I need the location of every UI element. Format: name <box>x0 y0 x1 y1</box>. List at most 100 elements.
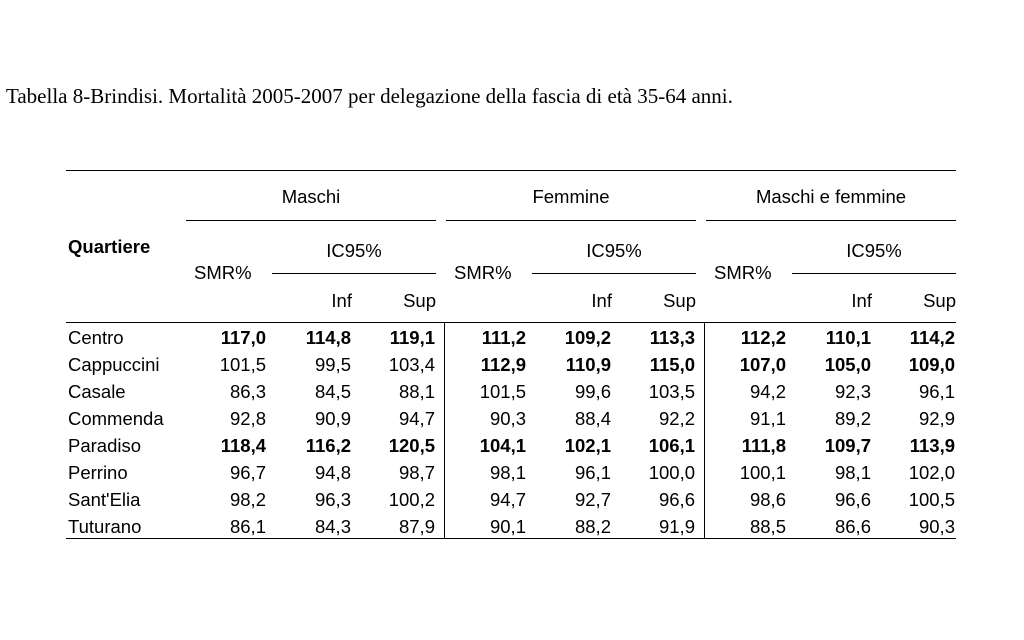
table-bottom-rule <box>66 538 956 539</box>
group-header-maschi-e-femmine: Maschi e femmine <box>755 186 907 207</box>
group-rule-maschi-e-femmine <box>706 220 956 221</box>
value-inf-maschi: 90,9 <box>314 408 351 429</box>
group-header-femmine: Femmine <box>532 186 610 207</box>
value-smr-femmine: 104,1 <box>479 435 526 456</box>
value-smr-femmine: 112,9 <box>480 354 526 375</box>
value-inf-femmine: 96,1 <box>574 462 611 483</box>
value-inf-maschi: 84,5 <box>314 381 351 402</box>
value-sup-femmine: 106,1 <box>648 435 695 456</box>
value-inf-maschi: 94,8 <box>314 462 351 483</box>
quartiere-name: Tuturano <box>68 516 142 537</box>
value-inf-totale: 96,6 <box>834 489 871 510</box>
value-sup-totale: 109,0 <box>908 354 955 375</box>
group-rule-femmine <box>446 220 696 221</box>
value-sup-femmine: 100,0 <box>648 462 695 483</box>
value-smr-femmine: 111,2 <box>481 327 526 348</box>
value-inf-maschi: 99,5 <box>314 354 351 375</box>
value-inf-maschi: 114,8 <box>305 327 351 348</box>
value-inf-totale: 86,6 <box>834 516 871 537</box>
inf-header-femmine: Inf <box>591 290 612 311</box>
value-sup-totale: 90,3 <box>918 516 955 537</box>
value-sup-femmine: 103,5 <box>648 381 695 402</box>
value-sup-maschi: 100,2 <box>388 489 435 510</box>
value-smr-maschi: 118,4 <box>220 435 266 456</box>
value-sup-femmine: 91,9 <box>658 516 695 537</box>
value-sup-maschi: 88,1 <box>398 381 435 402</box>
value-inf-femmine: 110,9 <box>565 354 611 375</box>
ic-header-femmine: IC95% <box>586 240 642 261</box>
value-smr-totale: 98,6 <box>749 489 786 510</box>
table-caption: Tabella 8-Brindisi. Mortalità 2005-2007 … <box>6 84 733 108</box>
value-sup-femmine: 113,3 <box>649 327 695 348</box>
quartiere-name: Centro <box>68 327 124 348</box>
sup-header-maschi: Sup <box>403 290 436 311</box>
smr-header-maschi-e-femmine: SMR% <box>714 262 772 283</box>
value-sup-totale: 92,9 <box>918 408 955 429</box>
value-inf-femmine: 88,2 <box>574 516 611 537</box>
quartiere-name: Commenda <box>68 408 164 429</box>
value-smr-femmine: 90,3 <box>489 408 526 429</box>
value-smr-maschi: 117,0 <box>220 327 266 348</box>
value-smr-totale: 100,1 <box>739 462 786 483</box>
value-inf-femmine: 88,4 <box>574 408 611 429</box>
ic-header-maschi-e-femmine: IC95% <box>846 240 902 261</box>
value-sup-totale: 100,5 <box>908 489 955 510</box>
inf-header-maschi: Inf <box>331 290 352 311</box>
value-inf-totale: 98,1 <box>834 462 871 483</box>
value-inf-maschi: 116,2 <box>305 435 351 456</box>
value-sup-totale: 102,0 <box>908 462 955 483</box>
value-smr-totale: 91,1 <box>749 408 786 429</box>
quartiere-name: Paradiso <box>68 435 142 456</box>
quartiere-name: Casale <box>68 381 126 402</box>
value-sup-maschi: 94,7 <box>398 408 435 429</box>
ic-rule-maschi-e-femmine <box>792 273 956 274</box>
value-sup-femmine: 96,6 <box>658 489 695 510</box>
quartiere-name: Sant'Elia <box>68 489 141 510</box>
value-smr-femmine: 98,1 <box>489 462 526 483</box>
value-smr-totale: 88,5 <box>749 516 786 537</box>
header-bottom-rule <box>66 322 956 323</box>
smr-header-maschi: SMR% <box>194 262 252 283</box>
value-inf-totale: 110,1 <box>825 327 871 348</box>
value-inf-femmine: 102,1 <box>564 435 611 456</box>
value-sup-maschi: 120,5 <box>388 435 435 456</box>
separator-maschi-e-femmine <box>704 322 705 538</box>
ic-header-maschi: IC95% <box>326 240 382 261</box>
value-smr-totale: 107,0 <box>739 354 786 375</box>
smr-header-femmine: SMR% <box>454 262 512 283</box>
group-header-maschi: Maschi <box>281 186 341 207</box>
value-inf-maschi: 84,3 <box>314 516 351 537</box>
group-rule-maschi <box>186 220 436 221</box>
value-smr-maschi: 86,3 <box>229 381 266 402</box>
value-smr-femmine: 90,1 <box>489 516 526 537</box>
value-sup-maschi: 98,7 <box>398 462 435 483</box>
value-smr-totale: 94,2 <box>749 381 786 402</box>
value-smr-femmine: 94,7 <box>489 489 526 510</box>
value-smr-maschi: 98,2 <box>229 489 266 510</box>
value-inf-totale: 105,0 <box>824 354 871 375</box>
quartiere-name: Cappuccini <box>68 354 160 375</box>
value-sup-maschi: 87,9 <box>398 516 435 537</box>
value-sup-maschi: 103,4 <box>388 354 435 375</box>
ic-rule-maschi <box>272 273 436 274</box>
row-header-quartiere: Quartiere <box>68 236 151 257</box>
value-sup-femmine: 92,2 <box>658 408 695 429</box>
separator-femmine <box>444 322 445 538</box>
value-inf-totale: 89,2 <box>834 408 871 429</box>
value-inf-femmine: 92,7 <box>574 489 611 510</box>
value-smr-totale: 111,8 <box>741 435 786 456</box>
value-sup-totale: 113,9 <box>909 435 955 456</box>
inf-header-maschi-e-femmine: Inf <box>851 290 872 311</box>
value-smr-maschi: 101,5 <box>219 354 266 375</box>
ic-rule-femmine <box>532 273 696 274</box>
value-inf-maschi: 96,3 <box>314 489 351 510</box>
value-sup-maschi: 119,1 <box>389 327 435 348</box>
value-inf-totale: 92,3 <box>834 381 871 402</box>
value-smr-femmine: 101,5 <box>479 381 526 402</box>
quartiere-name: Perrino <box>68 462 128 483</box>
value-inf-totale: 109,7 <box>824 435 871 456</box>
value-inf-femmine: 109,2 <box>564 327 611 348</box>
sup-header-femmine: Sup <box>663 290 696 311</box>
value-smr-maschi: 92,8 <box>229 408 266 429</box>
